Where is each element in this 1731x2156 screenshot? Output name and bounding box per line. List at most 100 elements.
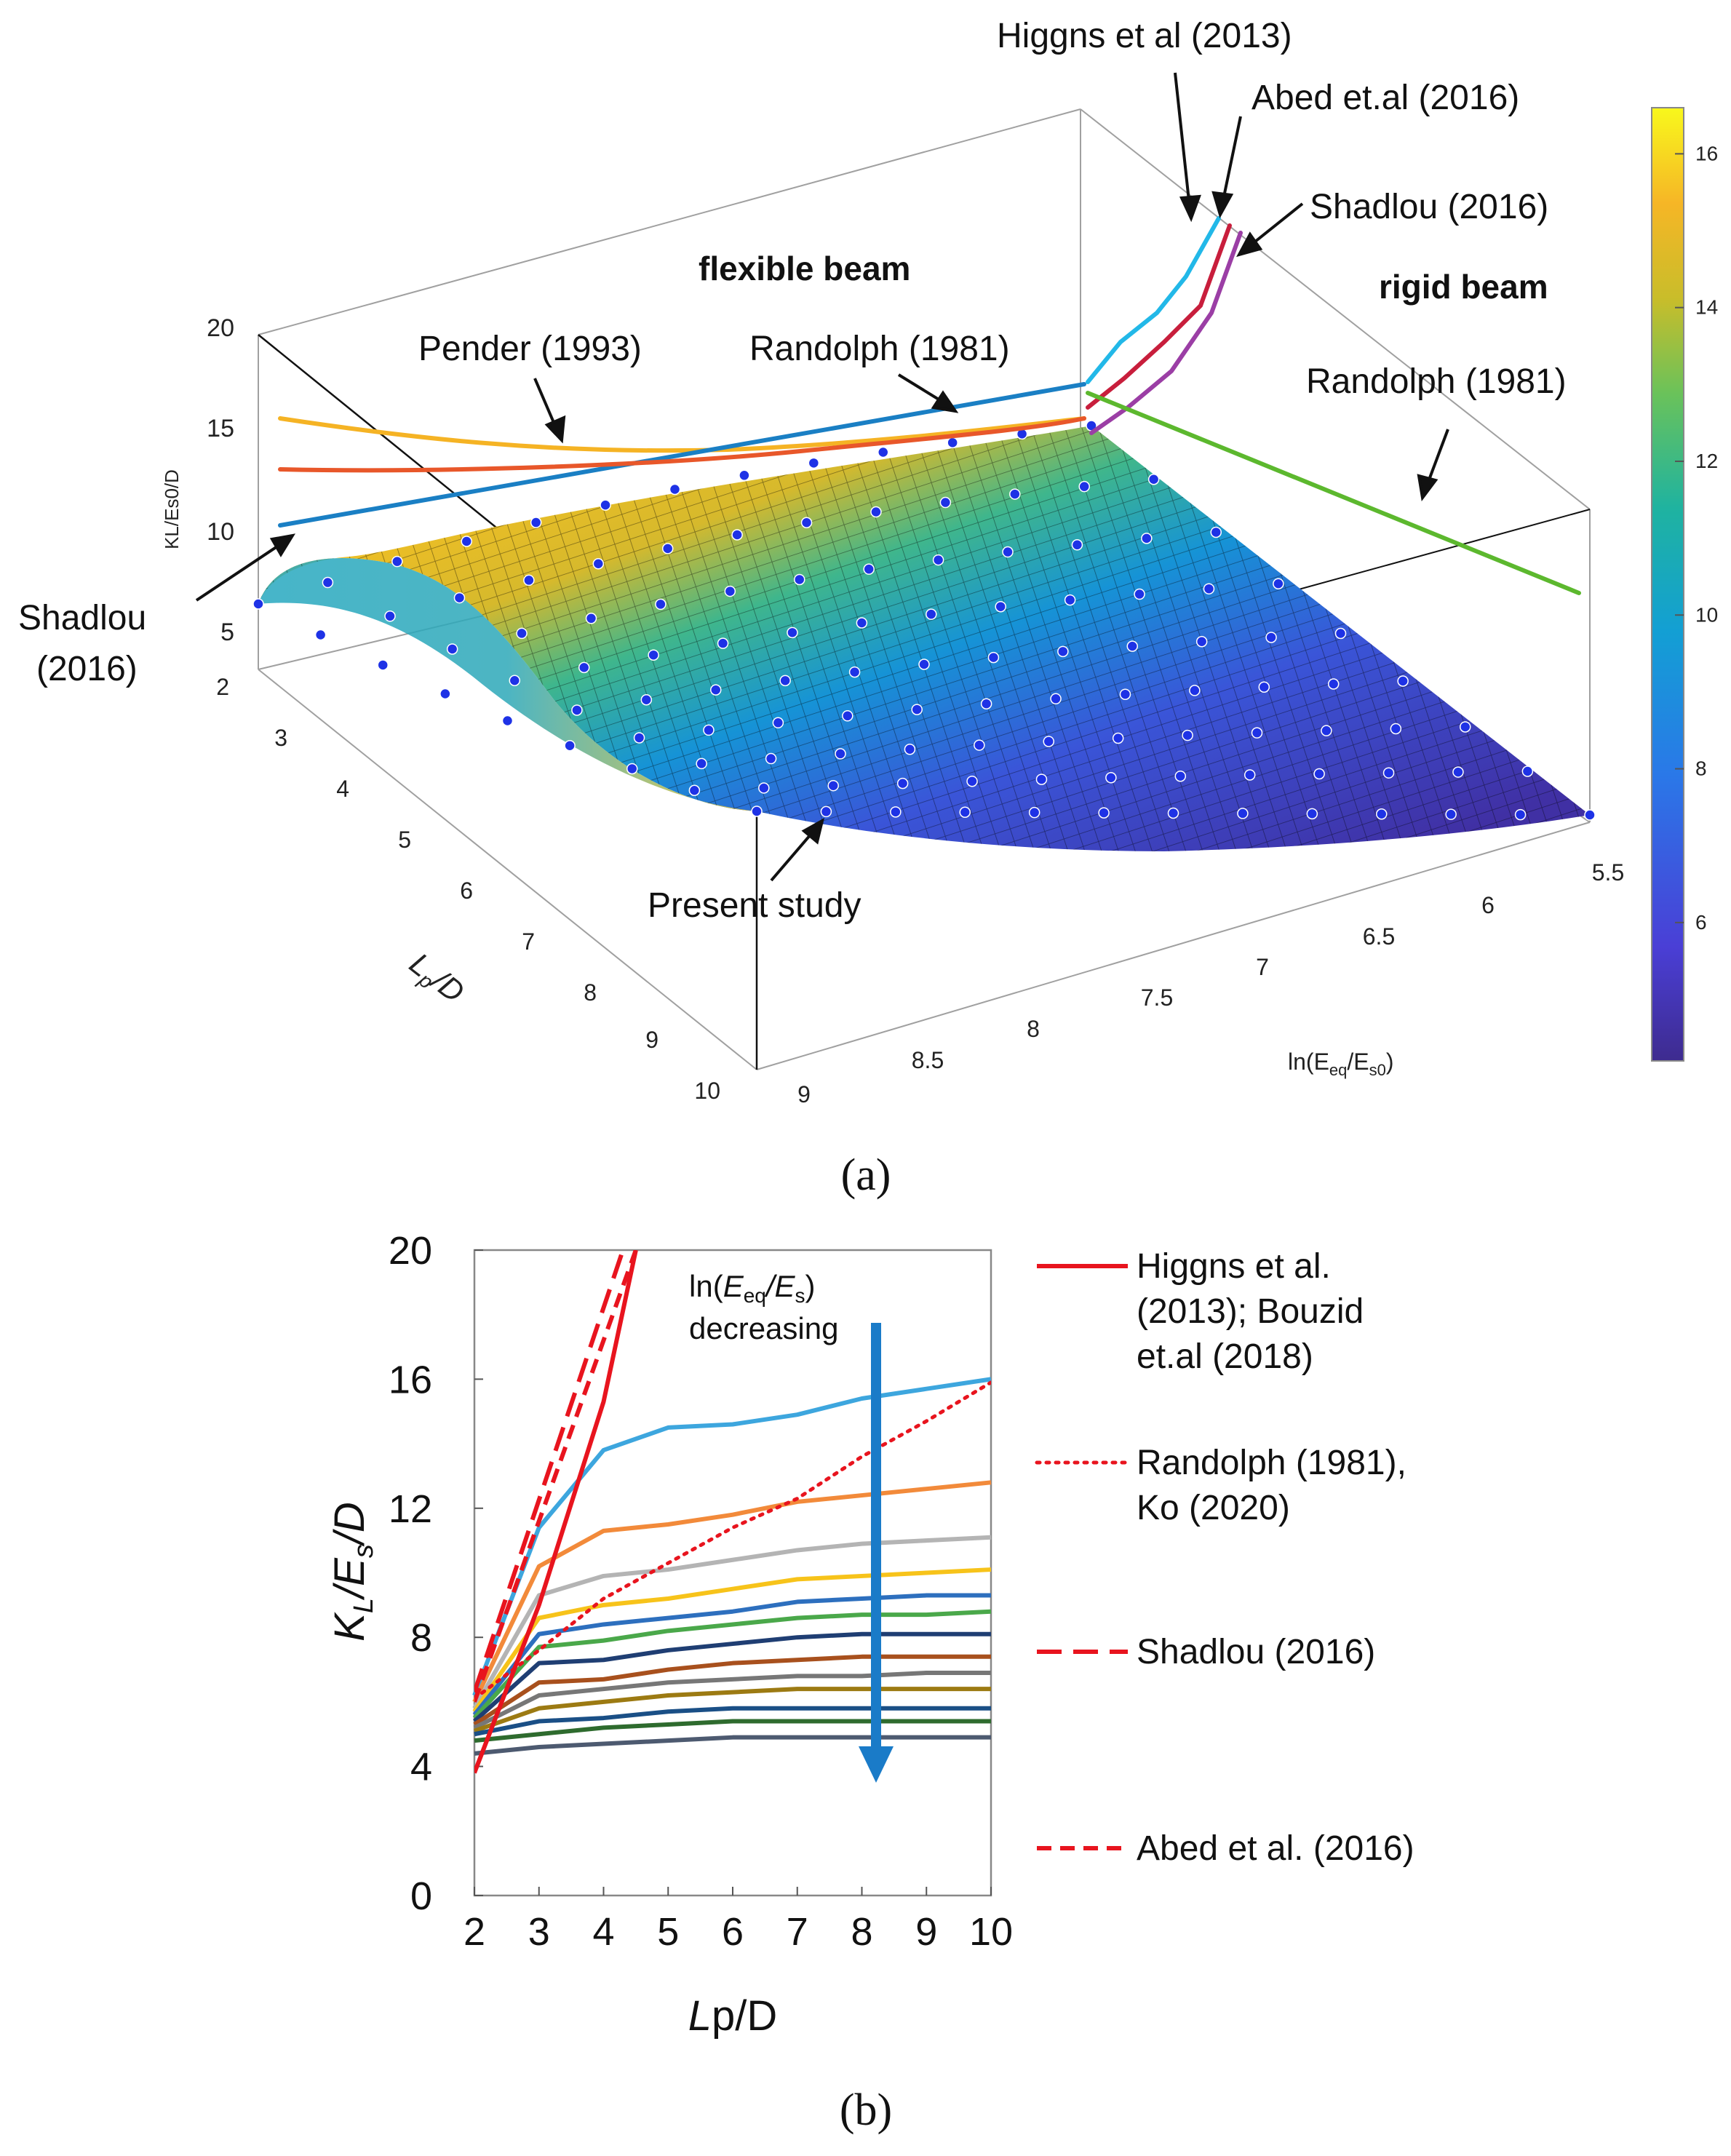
z-tick-5: 5 [220, 618, 234, 646]
surface-point [772, 717, 784, 729]
surface-point [739, 469, 750, 482]
b-series-line-c3 [472, 1535, 992, 1710]
surface-point [995, 600, 1006, 613]
surface-point [959, 806, 971, 818]
surface-point [377, 659, 389, 671]
surface-point [1112, 732, 1124, 744]
b-series-line-c10 [474, 1687, 991, 1733]
surface-point [1141, 533, 1153, 544]
surface-point [751, 805, 763, 817]
legend-label: Shadlou (2016) [1137, 1633, 1375, 1671]
b-x-tick-label: 6 [722, 1910, 744, 1954]
b-series-line-c11 [474, 1706, 991, 1737]
b-reference-line-shadlou [474, 1250, 625, 1693]
surface-point [640, 694, 653, 706]
z-tick-20: 20 [207, 314, 234, 342]
b-reference-series-group [474, 1250, 991, 1774]
decreasing-arrow: ln(Eeq/Es) decreasing [689, 1269, 894, 1783]
legend-label: et.al (2018) [1137, 1337, 1313, 1376]
surface-point [787, 626, 798, 639]
b-legend: Higgns et al. (2013); Bouzid et.al (2018) R… [1035, 1247, 1414, 1868]
surface-point [827, 779, 839, 792]
surface-point [1306, 808, 1318, 820]
colorbar-ticks: 16 14 12 10 8 6 [1675, 142, 1718, 934]
colorbar-tick-label: 16 [1695, 142, 1718, 164]
surface-point [1334, 627, 1347, 640]
present-study-annotation: Present study [648, 886, 861, 925]
surface-point [835, 748, 846, 760]
surface-point [1445, 808, 1457, 820]
ln-tick-6: 6 [1481, 892, 1495, 918]
surface-point [252, 598, 264, 610]
ln-tick-9: 9 [797, 1081, 811, 1107]
surface-point [724, 585, 736, 597]
surface-point [904, 743, 916, 755]
lp-tick-9: 9 [645, 1027, 658, 1053]
higgns-curve [1086, 216, 1221, 384]
surface-point [896, 777, 909, 789]
surface-point [523, 574, 535, 586]
z-axis-ticks: 20 15 10 5 [207, 314, 234, 646]
surface-point [578, 661, 590, 674]
surface-point [1134, 588, 1145, 600]
surface-point [1313, 768, 1325, 780]
surface-point [1057, 645, 1069, 658]
colorbar-tick-label: 6 [1695, 911, 1707, 934]
b-x-tick-label: 7 [787, 1910, 808, 1954]
b-x-tick-label: 9 [915, 1910, 937, 1954]
surface-point [391, 555, 403, 568]
surface-point [808, 457, 820, 469]
surface-point [863, 563, 875, 575]
surface-point [1514, 808, 1527, 821]
surface-point [648, 649, 659, 661]
colorbar-tick-label: 12 [1695, 450, 1718, 472]
surface-point [446, 643, 458, 655]
surface-point [947, 437, 958, 449]
surface-point [453, 592, 466, 604]
surface-point [703, 724, 715, 736]
b-x-tick-label: 4 [592, 1910, 614, 1954]
b-series-line-c6 [472, 1609, 992, 1720]
surface-point [1210, 526, 1222, 538]
b-y-tick-label: 16 [389, 1358, 432, 1401]
z-tick-10: 10 [207, 518, 234, 546]
shadlou-rigid-curve [1089, 231, 1243, 435]
surface-point [696, 757, 707, 770]
surface-point [1273, 578, 1284, 590]
surface-point [731, 529, 743, 541]
surface-point [848, 666, 861, 678]
surface-point [1397, 675, 1409, 687]
b-series-line-c8 [473, 1654, 991, 1727]
b-x-tick-label: 8 [851, 1910, 872, 1954]
b-y-axis-label: KL/Es/D [326, 1502, 379, 1642]
surface-point [717, 637, 729, 649]
legend-label: Abed et al. (2016) [1137, 1829, 1414, 1868]
surface-point [1028, 806, 1040, 819]
ln-tick-7: 7 [1256, 954, 1269, 980]
b-y-tick-label: 8 [410, 1616, 432, 1660]
surface-point [655, 598, 666, 610]
arrow-label-2: decreasing [689, 1311, 838, 1345]
legend-label: Higgns et al. [1137, 1247, 1331, 1286]
b-series-line-c2 [472, 1480, 992, 1703]
shadlou-curve [278, 416, 1086, 473]
z-axis-label: KL/Es0/D [161, 469, 183, 549]
surface-point [1167, 807, 1179, 819]
surface-left-face [258, 558, 757, 811]
lp-tick-5: 5 [398, 827, 411, 853]
surface-point [1258, 681, 1270, 693]
legend-label: Randolph (1981), [1137, 1444, 1406, 1482]
surface-point [926, 608, 937, 620]
b-reference-line-abed [474, 1250, 638, 1703]
surface-point [1382, 767, 1395, 779]
surface-point [890, 806, 902, 818]
b-series-line-c9 [473, 1670, 991, 1730]
surface-point [1237, 808, 1249, 819]
surface-point [878, 446, 889, 458]
surface-point [1002, 546, 1014, 558]
annotation-arrows [195, 72, 1449, 882]
b-reference-line-higgns [474, 1250, 638, 1774]
surface-point [688, 784, 701, 797]
surface-point [564, 740, 576, 752]
